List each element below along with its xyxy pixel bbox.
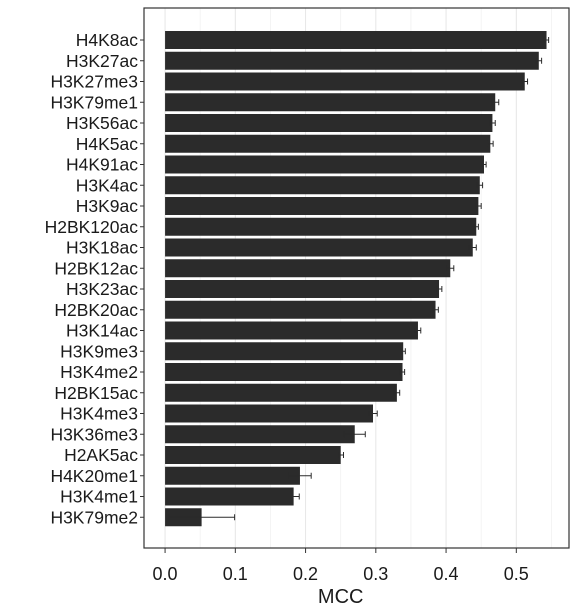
- bar-H2BK20ac: [165, 301, 435, 319]
- y-tick-label-H4K20me1: H4K20me1: [50, 466, 138, 486]
- y-tick-labels: H4K8acH3K27acH3K27me3H3K79me1H3K56acH4K5…: [45, 30, 144, 527]
- x-tick-label: 0.4: [434, 564, 459, 584]
- bar-H3K23ac: [165, 280, 439, 298]
- y-tick-label-H3K14ac: H3K14ac: [66, 321, 138, 341]
- y-tick-label-H3K36me3: H3K36me3: [50, 424, 138, 444]
- bar-H3K9me3: [165, 342, 403, 360]
- y-tick-label-H3K79me1: H3K79me1: [50, 92, 138, 112]
- bar-H2BK12ac: [165, 259, 450, 277]
- bar-H3K4me3: [165, 405, 373, 423]
- bar-H3K9ac: [165, 197, 478, 215]
- x-tick-labels: 0.0 0.1 0.2 0.3 0.4 0.5: [153, 548, 529, 584]
- bar-H4K20me1: [165, 467, 300, 485]
- y-tick-label-H3K4me3: H3K4me3: [60, 404, 138, 424]
- y-tick-label-H2BK12ac: H2BK12ac: [54, 258, 138, 278]
- bar-H3K4ac: [165, 176, 480, 194]
- y-tick-label-H3K27me3: H3K27me3: [50, 72, 138, 92]
- y-tick-label-H3K4ac: H3K4ac: [76, 175, 139, 195]
- bar-H3K27me3: [165, 73, 525, 91]
- y-tick-label-H3K79me2: H3K79me2: [50, 507, 138, 527]
- x-axis-title: MCC: [318, 586, 364, 608]
- bar-H4K91ac: [165, 156, 484, 174]
- bar-H3K27ac: [165, 52, 539, 70]
- y-tick-label-H3K4me1: H3K4me1: [60, 487, 138, 507]
- y-tick-label-H2BK20ac: H2BK20ac: [54, 300, 138, 320]
- y-tick-label-H3K27ac: H3K27ac: [66, 51, 138, 71]
- y-tick-label-H3K23ac: H3K23ac: [66, 279, 138, 299]
- y-tick-label-H4K5ac: H4K5ac: [76, 134, 139, 154]
- x-tick-label: 0.0: [153, 564, 178, 584]
- bar-H3K4me2: [165, 363, 402, 381]
- bar-H3K18ac: [165, 239, 473, 257]
- bar-H4K8ac: [165, 31, 546, 49]
- y-tick-label-H3K56ac: H3K56ac: [66, 113, 138, 133]
- x-tick-label: 0.1: [223, 564, 248, 584]
- y-tick-label-H2AK5ac: H2AK5ac: [64, 445, 138, 465]
- y-tick-label-H3K4me2: H3K4me2: [60, 362, 138, 382]
- bar-H3K14ac: [165, 322, 418, 340]
- y-tick-label-H3K18ac: H3K18ac: [66, 238, 138, 258]
- y-tick-label-H2BK15ac: H2BK15ac: [54, 383, 138, 403]
- bar-H4K5ac: [165, 135, 490, 153]
- bar-H3K79me1: [165, 93, 495, 111]
- y-tick-label-H2BK120ac: H2BK120ac: [45, 217, 139, 237]
- bar-H3K4me1: [165, 488, 294, 506]
- x-tick-label: 0.3: [363, 564, 388, 584]
- x-tick-label: 0.5: [504, 564, 529, 584]
- bar-H3K56ac: [165, 114, 492, 132]
- bar-H3K36me3: [165, 425, 355, 443]
- bar-H2AK5ac: [165, 446, 341, 464]
- y-tick-label-H4K8ac: H4K8ac: [76, 30, 139, 50]
- bar-H2BK15ac: [165, 384, 397, 402]
- y-tick-label-H3K9me3: H3K9me3: [60, 341, 138, 361]
- bars-layer: [165, 31, 546, 526]
- bar-H2BK120ac: [165, 218, 476, 236]
- y-tick-label-H4K91ac: H4K91ac: [66, 155, 138, 175]
- x-tick-label: 0.2: [293, 564, 318, 584]
- y-tick-label-H3K9ac: H3K9ac: [76, 196, 139, 216]
